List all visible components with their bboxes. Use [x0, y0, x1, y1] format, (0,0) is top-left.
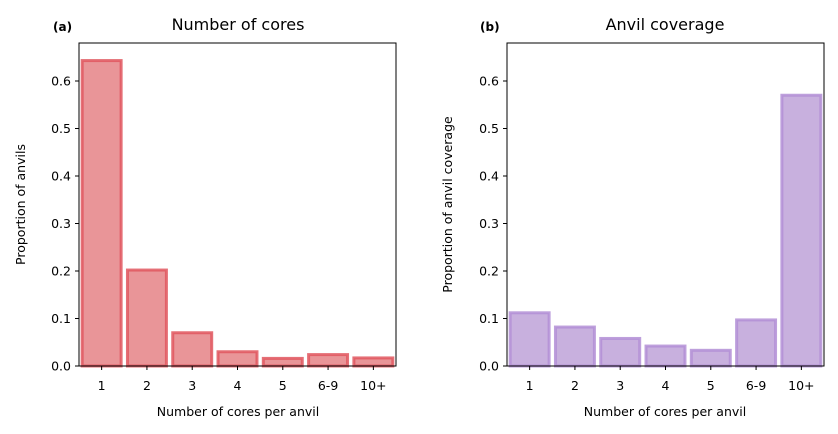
- panel-a-bar-1: [80, 59, 123, 368]
- panel-a-y-tick-label: 0.6: [51, 74, 71, 89]
- panel-b-bar-7: [780, 93, 823, 368]
- panel-b-bar-5: [689, 348, 732, 368]
- panel-a-y-axis: 0.0 0.1 0.2 0.3 0.4 0.5 0.6: [51, 74, 79, 374]
- panel-b-bar-3: [599, 336, 642, 368]
- panel-b-x-tick-label: 3: [616, 378, 624, 393]
- panel-b: (b) Anvil coverage 0.0 0.1 0.2 0.3 0.4 0.5 0.6…: [440, 15, 825, 419]
- panel-a-bars: [80, 59, 395, 368]
- panel-b-bar-4: [644, 344, 687, 368]
- panel-a: (a) Number of cores 0.00.10.20.30.40.50.…: [13, 15, 397, 419]
- panel-a-x-tick-label: 6-9: [318, 378, 338, 393]
- panel-b-label: (b): [480, 20, 500, 34]
- panel-b-y-tick-label: 0.4: [479, 169, 499, 184]
- panel-b-title: Anvil coverage: [606, 15, 725, 34]
- panel-a-bar-4: [216, 350, 259, 368]
- panel-a-y-tick-label: 0.2: [51, 264, 71, 279]
- panel-a-axes-frame: [78, 42, 397, 367]
- panel-a-y-tick-label: 0.5: [51, 121, 71, 136]
- panel-b-y-axis: 0.0 0.1 0.2 0.3 0.4 0.5 0.6: [479, 74, 507, 374]
- panel-b-y-tick-label: 0.1: [479, 311, 499, 326]
- panel-a-x-tick-label: 3: [188, 378, 196, 393]
- panel-a-x-tick-label: 10+: [360, 378, 386, 393]
- panel-a-ylabel: Proportion of anvils: [13, 144, 28, 265]
- panel-a-bar-2: [125, 268, 168, 368]
- panel-b-ylabel: Proportion of anvil coverage: [440, 116, 455, 293]
- panel-b-bars: [508, 93, 823, 368]
- panel-a-y-tick-label: 0.0: [51, 359, 71, 374]
- panel-a-bar-6: [307, 353, 350, 368]
- panel-b-bar-6: [735, 318, 778, 368]
- panel-b-bar-2: [553, 325, 596, 368]
- panel-b-y-tick-label: 0.0: [479, 359, 499, 374]
- panel-a-xlabel: Number of cores per anvil: [157, 404, 319, 419]
- panel-b-y-tick-label: 0.5: [479, 121, 499, 136]
- panel-b-x-tick-label: 6-9: [746, 378, 766, 393]
- panel-a-x-tick-label: 5: [279, 378, 287, 393]
- panel-a-title: Number of cores: [172, 15, 305, 34]
- panel-a-bar-5: [261, 356, 304, 368]
- panel-b-x-tick-label: 5: [707, 378, 715, 393]
- panel-b-x-tick-label: 4: [662, 378, 670, 393]
- panel-a-label: (a): [53, 20, 72, 34]
- panel-b-xlabel: Number of cores per anvil: [584, 404, 746, 419]
- panel-a-y-tick-label: 0.1: [51, 311, 71, 326]
- panel-b-x-tick-label: 1: [526, 378, 534, 393]
- panel-b-x-tick-label: 10+: [788, 378, 814, 393]
- panel-b-axes-frame: [506, 42, 825, 367]
- panel-b-y-tick-label: 0.2: [479, 264, 499, 279]
- panel-b-x-axis: 1 2 3 4 5 6-9 10+: [526, 366, 815, 393]
- panel-a-bar-3: [171, 331, 214, 368]
- panel-b-x-tick-label: 2: [571, 378, 579, 393]
- panel-b-y-tick-label: 0.3: [479, 216, 499, 231]
- panel-a-y-tick-label: 0.3: [51, 216, 71, 231]
- panel-a-x-axis: 1 2 3 4 5 6-9 10+: [98, 366, 387, 393]
- panel-a-bar-7: [352, 356, 395, 368]
- panel-a-x-tick-label: 1: [98, 378, 106, 393]
- panel-a-x-tick-label: 2: [143, 378, 151, 393]
- panel-a-y-tick-label: 0.4: [51, 169, 71, 184]
- panel-b-y-tick-label: 0.6: [479, 74, 499, 89]
- panel-b-bar-1: [508, 311, 551, 368]
- panel-a-x-tick-label: 4: [234, 378, 242, 393]
